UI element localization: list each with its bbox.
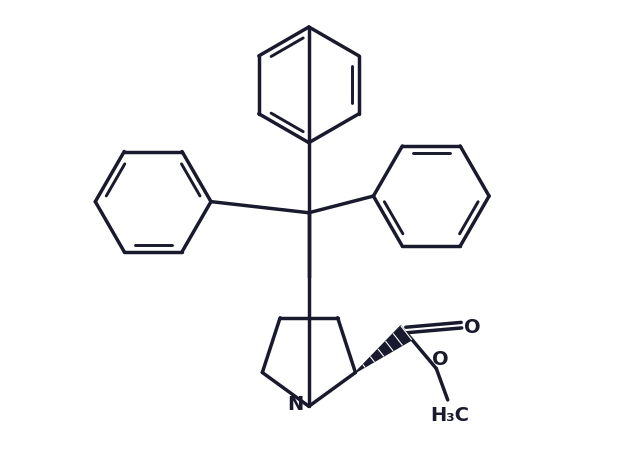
Text: O: O (465, 318, 481, 337)
Text: H₃C: H₃C (431, 406, 470, 425)
Text: N: N (287, 395, 303, 414)
Text: O: O (433, 350, 449, 369)
Polygon shape (355, 326, 412, 373)
